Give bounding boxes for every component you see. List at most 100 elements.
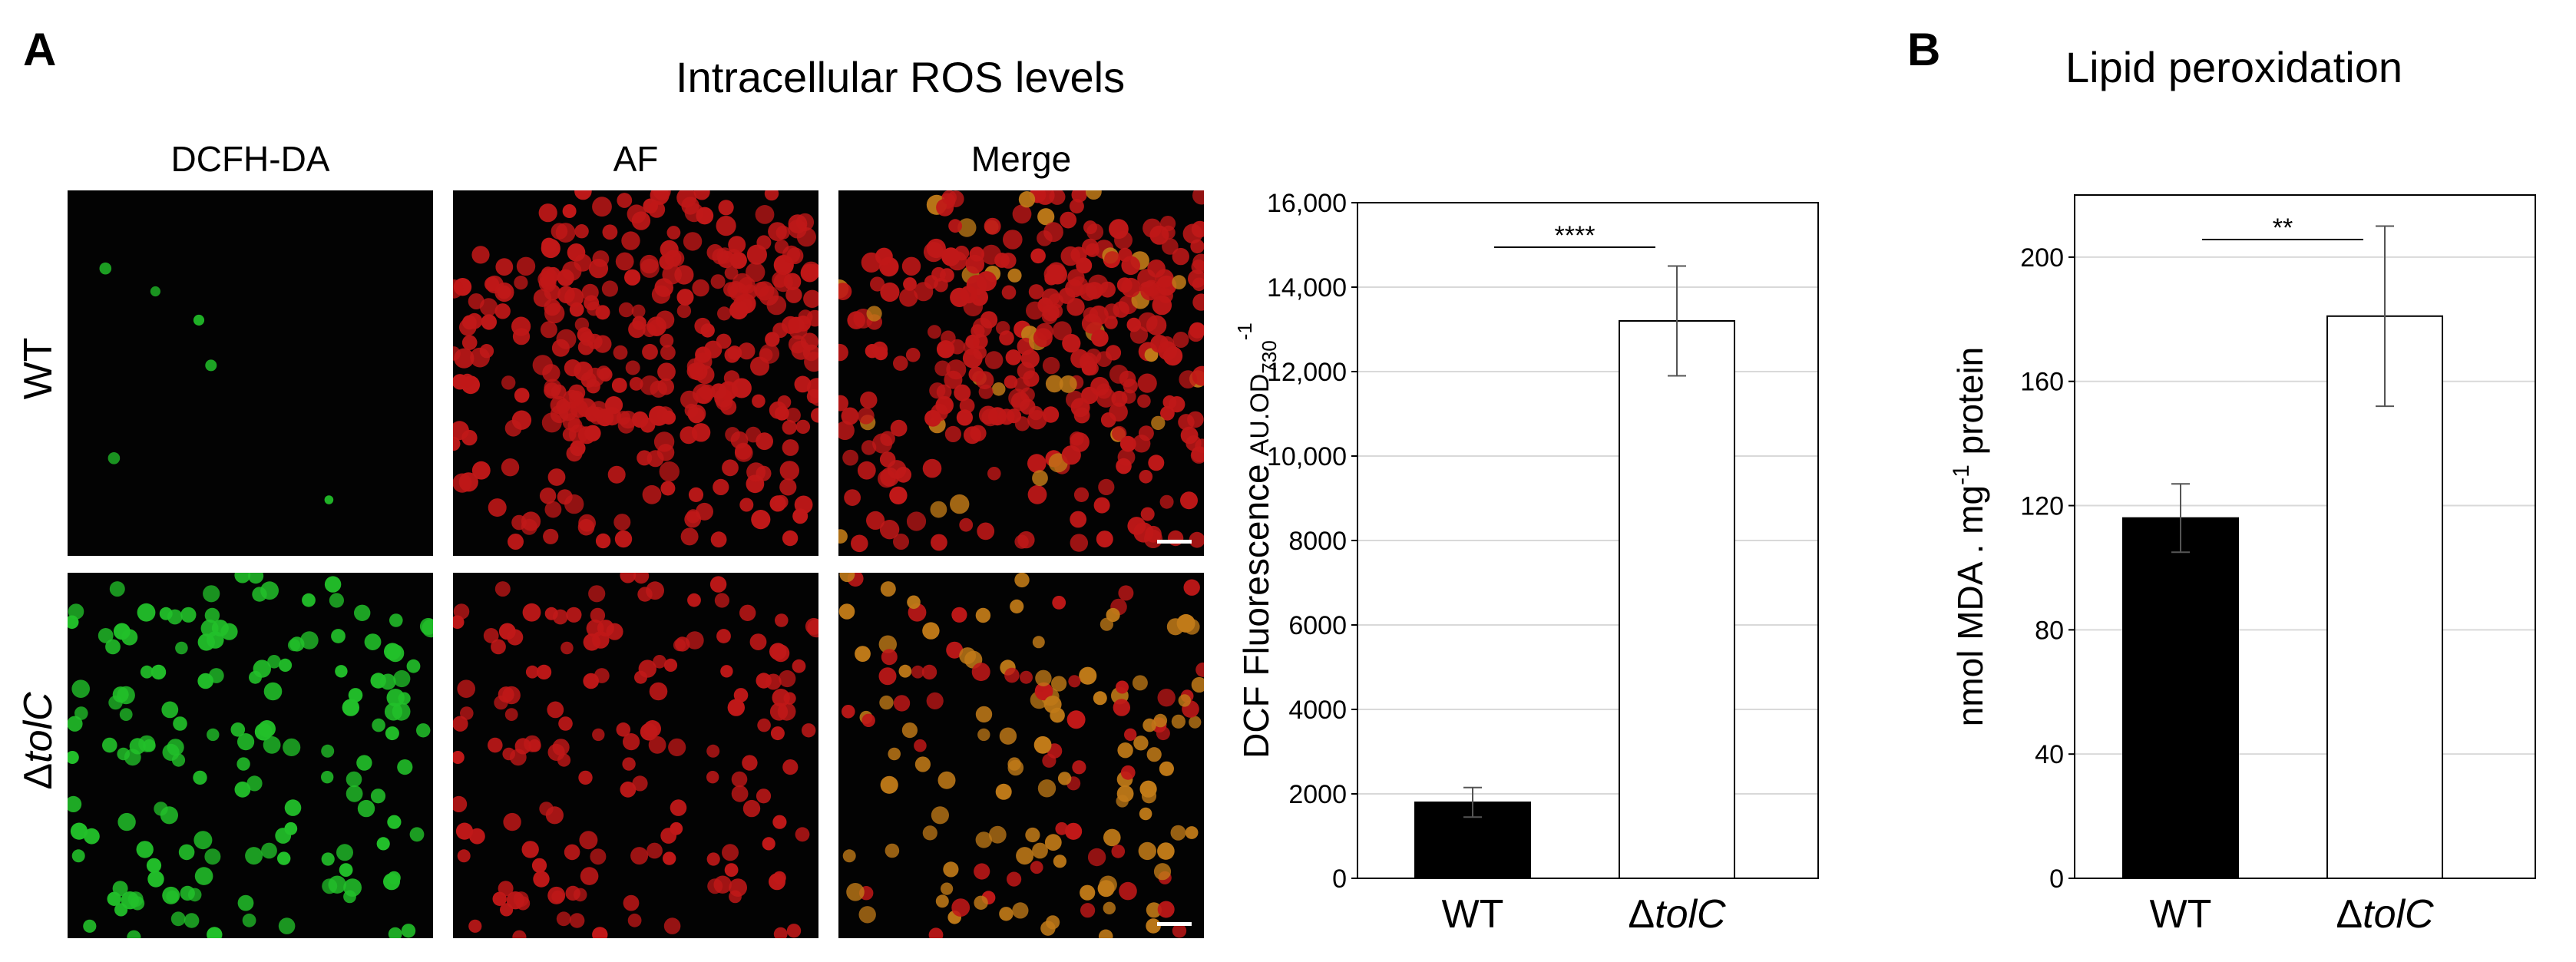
cell — [683, 232, 703, 251]
cell — [1155, 269, 1174, 288]
cell — [695, 346, 712, 363]
cell — [1066, 390, 1084, 409]
micrograph-wt-dcfh-da — [68, 190, 433, 556]
cell — [483, 628, 499, 643]
cell — [1116, 277, 1133, 293]
cell — [984, 351, 1004, 369]
cell — [731, 785, 749, 802]
y-tick-label: 14,000 — [1267, 273, 1347, 302]
cell — [782, 420, 797, 435]
cell — [1167, 530, 1184, 547]
cell — [1049, 190, 1066, 205]
cell — [207, 927, 223, 938]
cell — [1159, 494, 1174, 509]
cell — [491, 639, 506, 655]
cell — [453, 716, 468, 732]
cell — [1096, 388, 1116, 408]
cell — [866, 306, 882, 322]
cell — [975, 831, 992, 848]
cell — [623, 894, 640, 911]
cell — [629, 377, 643, 391]
cell — [68, 795, 82, 812]
cell — [622, 757, 636, 771]
cell — [1086, 190, 1102, 200]
cell — [419, 617, 433, 635]
cell — [759, 343, 780, 364]
cell — [738, 342, 756, 360]
cell — [193, 314, 205, 326]
cell — [631, 304, 646, 319]
cell — [514, 276, 528, 290]
cell — [112, 686, 129, 703]
cell — [951, 607, 967, 623]
cell — [193, 770, 207, 785]
cell — [1178, 414, 1195, 431]
cell — [1028, 284, 1044, 299]
cell — [398, 692, 411, 705]
cell — [329, 593, 344, 608]
cell — [911, 665, 924, 679]
cell — [727, 699, 745, 716]
cell — [956, 409, 973, 426]
cell — [1180, 491, 1198, 510]
cell — [1055, 822, 1069, 835]
cell — [632, 775, 648, 792]
cell — [1192, 253, 1204, 271]
cell — [588, 585, 606, 603]
cell — [162, 743, 180, 761]
y-tick-label: 6000 — [1288, 611, 1347, 640]
cell — [574, 361, 594, 381]
cell — [842, 849, 856, 863]
cell — [1098, 478, 1115, 495]
plot-frame — [2074, 194, 2536, 879]
cell — [714, 593, 729, 608]
cell — [595, 305, 610, 320]
cell — [457, 849, 471, 863]
cell — [769, 401, 787, 419]
cell — [180, 885, 195, 901]
cell — [973, 345, 987, 360]
cell — [893, 695, 911, 712]
y-tick-label: 40 — [2035, 740, 2064, 769]
cell — [1081, 386, 1099, 405]
cell — [406, 659, 421, 673]
cell — [926, 692, 944, 709]
cell — [453, 421, 469, 441]
cell — [105, 639, 121, 655]
cell — [1112, 425, 1127, 441]
cell — [1076, 257, 1093, 274]
cell — [129, 738, 146, 755]
cell — [1117, 742, 1133, 759]
cell — [1137, 269, 1156, 288]
cell — [874, 346, 888, 361]
cell — [1176, 613, 1195, 633]
cell — [755, 281, 775, 301]
cell — [613, 345, 628, 360]
cell — [975, 371, 994, 389]
cell — [1030, 861, 1043, 874]
y-tick-label: 4000 — [1288, 696, 1347, 725]
cell — [846, 883, 865, 901]
cell — [936, 384, 952, 400]
cell — [511, 316, 531, 336]
cell — [388, 927, 402, 938]
cell — [263, 736, 281, 754]
cell — [653, 655, 666, 669]
cell — [686, 631, 704, 650]
x-tick-label: WT — [2150, 892, 2212, 937]
cell — [119, 708, 133, 721]
cell — [208, 668, 224, 683]
cell — [646, 842, 663, 859]
cell — [751, 510, 771, 530]
cell — [357, 799, 375, 818]
cell — [514, 738, 531, 755]
cell — [602, 224, 618, 240]
cell — [237, 894, 254, 911]
cell — [592, 728, 605, 742]
cell — [1189, 531, 1204, 548]
cell — [107, 452, 121, 464]
cell — [1141, 788, 1157, 804]
cell — [324, 495, 334, 504]
cell — [1103, 828, 1121, 847]
cell — [804, 352, 818, 372]
